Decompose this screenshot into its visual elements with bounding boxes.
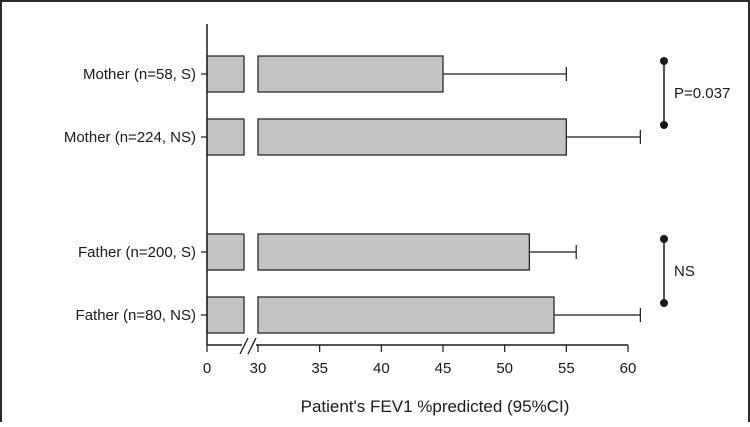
category-label-4: Father (n=80, NS) [76,307,196,324]
bracket-dot-bottom-1 [660,121,668,129]
bracket-label-1: P=0.037 [674,85,730,102]
bars-layer [206,55,567,334]
x-tick-label-60: 60 [620,360,637,377]
bar-1 [257,55,444,93]
x-tick-label-35: 35 [311,360,328,377]
bar-stub-3 [206,233,245,271]
x-tick-label-55: 55 [558,360,575,377]
fev1-bar-chart: 0 30 35 40 45 50 55 60 Mother (n=58, S)Mother (… [64,24,730,416]
bar-stub-4 [206,296,245,334]
x-ticks-layer: 0 30 35 40 45 50 55 60 [203,345,637,377]
significance-brackets-layer: P=0.037 NS [660,57,730,307]
x-tick-label-45: 45 [435,360,452,377]
x-tick-label-40: 40 [373,360,390,377]
bracket-label-2: NS [674,263,695,280]
category-label-3: Father (n=200, S) [78,244,196,261]
x-tick-label-0: 0 [203,360,211,377]
bar-4 [257,296,555,334]
x-axis-title: Patient's FEV1 %predicted (95%CI) [301,397,570,416]
x-tick-label-30: 30 [250,360,267,377]
category-label-2: Mother (n=224, NS) [64,129,196,146]
x-tick-label-50: 50 [496,360,513,377]
bar-stub-2 [206,118,245,156]
bar-3 [257,233,530,271]
axis-break-mark [239,337,257,355]
bracket-dot-top-2 [660,235,668,243]
category-labels-layer: Mother (n=58, S) Mother (n=224, NS) Father… [64,66,207,324]
bracket-dot-bottom-2 [660,299,668,307]
bracket-dot-top-1 [660,57,668,65]
axis-break-slash-2 [247,337,257,355]
category-label-1: Mother (n=58, S) [83,66,196,83]
bar-2 [257,118,567,156]
error-bars-layer [443,67,641,322]
axis-break-slash-1 [239,337,249,355]
bar-stub-1 [206,55,245,93]
